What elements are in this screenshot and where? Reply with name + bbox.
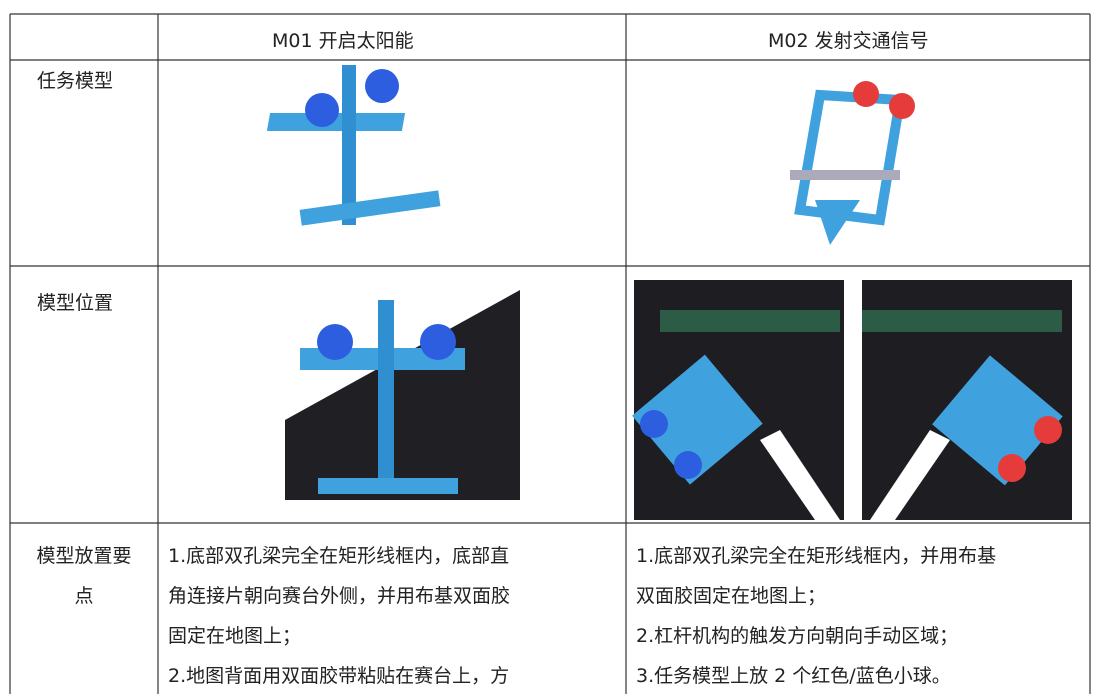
row-label: 点 <box>74 585 94 607</box>
m02-position-image <box>632 280 1072 520</box>
column-header: M01 开启太阳能 <box>272 30 414 52</box>
row-label: 任务模型 <box>37 70 114 92</box>
cell-text: 3.任务模型上放 2 个红色/蓝色小球。 <box>636 665 951 687</box>
m01-position-image <box>285 290 520 500</box>
cell-text: 2.杠杆机构的触发方向朝向手动区域； <box>636 625 959 647</box>
m02-model-image <box>790 81 915 245</box>
table-grid <box>9 13 1091 694</box>
row-label: 模型位置 <box>37 292 114 314</box>
cell-text: 固定在地图上； <box>168 625 302 647</box>
cell-text: 1.底部双孔梁完全在矩形线框内，并用布基 <box>636 545 997 567</box>
m01-model-image <box>266 65 441 226</box>
cell-text: 2.地图背面用双面胶带粘贴在赛台上，方 <box>168 665 510 687</box>
column-header: M02 发射交通信号 <box>768 30 929 52</box>
cell-text: 双面胶固定在地图上； <box>636 585 827 607</box>
row-label: 模型放置要 <box>36 545 132 567</box>
cell-text: 1.底部双孔梁完全在矩形线框内，底部直 <box>168 545 510 567</box>
cell-text: 角连接片朝向赛台外侧，并用布基双面胶 <box>168 585 511 607</box>
